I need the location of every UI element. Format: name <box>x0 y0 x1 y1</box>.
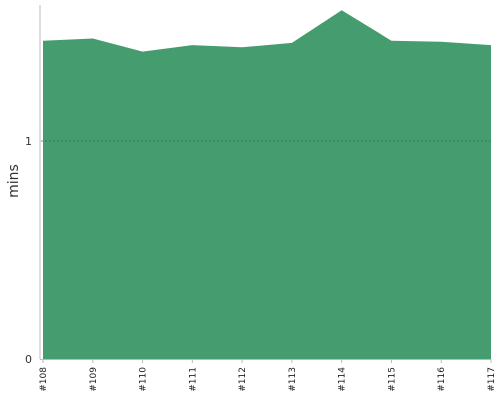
x-tick-label: #110 <box>139 367 149 392</box>
x-tick-label: #109 <box>89 367 99 392</box>
y-tick-label: 0 <box>25 353 32 366</box>
x-tick-label: #112 <box>238 367 248 392</box>
x-tick-label: #116 <box>437 367 447 392</box>
x-tick-label: #111 <box>188 367 198 392</box>
x-tick-label: #108 <box>39 367 49 392</box>
series-area <box>43 10 491 359</box>
x-tick-label: #114 <box>338 367 348 392</box>
x-tick-label: #113 <box>288 367 298 392</box>
y-tick-labels: 01 <box>25 135 32 366</box>
x-tick-label: #115 <box>387 367 397 392</box>
y-axis-label: mins <box>6 164 22 198</box>
axes <box>39 5 491 360</box>
plot-area <box>42 10 492 359</box>
x-tick-labels: #108 #109 #110 #111 #112 #113 #114 #115 #116 #117 <box>39 359 497 392</box>
x-tick-label: #117 <box>487 367 497 392</box>
y-tick-label: 1 <box>25 135 32 148</box>
